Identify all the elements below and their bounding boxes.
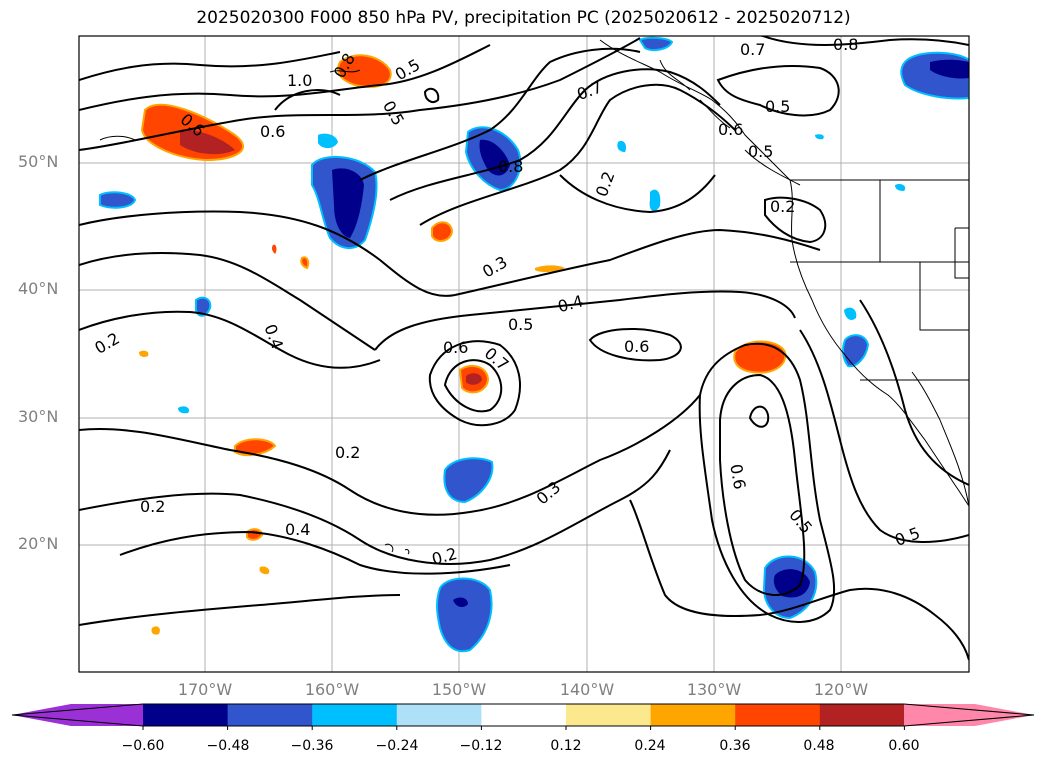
contour-label: 0.8 [498, 157, 523, 176]
lon-tick-label: 150°W [431, 680, 487, 699]
contour-label: 0.6 [260, 122, 285, 141]
contour-label: 0.7 [740, 40, 765, 59]
colorbar-segment [312, 704, 398, 726]
contour-label: 0.6 [726, 463, 749, 491]
colorbar-segment [396, 704, 482, 726]
lon-tick-label: 170°W [177, 680, 233, 699]
lat-tick-label: 20°N [18, 534, 59, 553]
colorbar-tick-label: 0.60 [888, 738, 920, 754]
contour-label: 0.2 [335, 443, 360, 462]
contour-label: 0.5 [765, 97, 790, 116]
contour-label: 0.2 [770, 197, 795, 216]
contour-label: 0.6 [718, 120, 743, 139]
lon-tick-label: 160°W [304, 680, 360, 699]
lon-tick-label: 120°W [813, 680, 869, 699]
contour-label: 0.7 [481, 344, 513, 375]
precip-positive-blob [246, 528, 264, 541]
precip-negative-blob [443, 457, 494, 504]
map-frame [78, 35, 970, 673]
precip-negative-blob [815, 134, 824, 140]
contour-label: 0.3 [533, 478, 565, 509]
precip-negative-blob [436, 577, 493, 653]
contour-label: 1.0 [287, 71, 312, 90]
precip-negative-blob [178, 406, 190, 414]
precip-negative-core [453, 597, 468, 608]
contour-label: 0.5 [892, 523, 922, 550]
colorbar-extend-low [12, 704, 143, 726]
contour-label: 0.6 [624, 337, 649, 356]
precip-negative-core [930, 59, 969, 79]
contour-label: 0.4 [285, 520, 310, 539]
colorbar-tick-label: −0.36 [290, 738, 334, 754]
pv-contours [79, 36, 969, 661]
colorbar [11, 703, 1035, 730]
precip-negative-blob [318, 133, 338, 149]
contour-label: 0.6 [443, 338, 468, 357]
precip-positive-core [466, 373, 482, 385]
precip-negative-core [332, 168, 364, 238]
colorbar-segment [819, 704, 905, 726]
precipitation-shading [99, 36, 969, 653]
colorbar-segment [566, 704, 652, 726]
colorbar-tick-label: 0.12 [550, 738, 582, 754]
map-title: 2025020300 F000 850 hPa PV, precipitatio… [196, 8, 851, 28]
contour-label: 0.5 [379, 97, 408, 129]
contour-label: 0.2 [91, 329, 123, 358]
contour-label: 0.4 [261, 322, 288, 352]
precip-positive-blob [259, 566, 270, 575]
colorbar-segment [143, 704, 229, 726]
contour-label: 0.8 [833, 35, 858, 54]
colorbar-tick-label: 0.48 [803, 738, 835, 754]
precip-positive-blob [271, 244, 277, 254]
lon-tick-label: 140°W [559, 680, 615, 699]
precip-negative-core [773, 569, 810, 598]
colorbar-segment [650, 704, 736, 726]
colorbar-extend-high [904, 704, 1034, 726]
contour-label: 0.5 [392, 55, 424, 84]
precip-positive-blob [139, 350, 149, 357]
contour-label: 0.3 [479, 252, 511, 281]
colorbar-tick-label: −0.60 [121, 738, 165, 754]
precip-negative-blob [842, 334, 870, 368]
gridlines [79, 36, 969, 672]
lat-tick-label: 30°N [18, 407, 59, 426]
precip-positive-blob [733, 340, 787, 374]
precip-negative-blob [638, 36, 674, 51]
lon-tick-label: 130°W [686, 680, 742, 699]
contour-label: 0.5 [785, 506, 816, 538]
colorbar-tick-label: −0.12 [459, 738, 503, 754]
colorbar-segment [481, 704, 567, 726]
coastlines [99, 39, 969, 555]
precip-positive-blob [234, 438, 277, 457]
lat-tick-label: 50°N [18, 152, 59, 171]
precip-positive-blob [431, 221, 454, 242]
precip-negative-blob [895, 183, 906, 191]
contour-label: 0.2 [592, 169, 619, 199]
precip-positive-core [180, 129, 235, 155]
map-plot-area: 1.0 0.8 0.7 0.8 0.6 0.6 0.5 0.5 0.7 0.8 … [79, 35, 969, 672]
contour-label: 0.2 [140, 497, 165, 516]
lat-tick-label: 40°N [18, 279, 59, 298]
contour-label: 0.5 [748, 142, 773, 161]
colorbar-tick-label: 0.24 [634, 738, 666, 754]
precip-negative-blob [844, 307, 857, 321]
colorbar-segment [735, 704, 821, 726]
colorbar-tick-label: −0.48 [206, 738, 250, 754]
colorbar-tick-label: −0.24 [375, 738, 419, 754]
precip-negative-blob [649, 189, 661, 212]
precip-negative-blob [99, 191, 137, 209]
contour-label: 0.4 [556, 291, 586, 316]
precip-negative-blob [617, 140, 627, 152]
precip-positive-blob [151, 626, 160, 635]
colorbar-segment [227, 704, 313, 726]
contour-label: 0.5 [508, 315, 533, 334]
contour-label: 0.7 [574, 77, 604, 104]
contour-label: 0.2 [430, 544, 460, 569]
colorbar-tick-label: 0.36 [719, 738, 751, 754]
precip-positive-blob [300, 256, 310, 270]
